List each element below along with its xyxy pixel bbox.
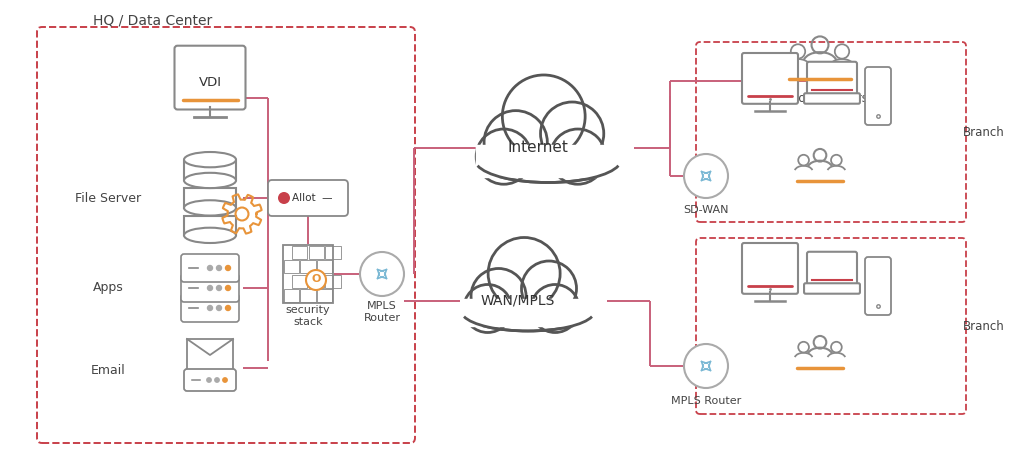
- Bar: [300, 260, 315, 273]
- FancyBboxPatch shape: [865, 257, 891, 315]
- Circle shape: [360, 252, 404, 296]
- Circle shape: [471, 268, 526, 323]
- Circle shape: [484, 110, 547, 174]
- Circle shape: [225, 286, 230, 290]
- Text: Remote workers: Remote workers: [772, 91, 868, 104]
- FancyBboxPatch shape: [865, 67, 891, 125]
- Text: MPLS Router: MPLS Router: [671, 396, 741, 406]
- Text: Apps: Apps: [92, 281, 123, 295]
- Ellipse shape: [184, 200, 236, 216]
- Circle shape: [541, 102, 604, 165]
- Bar: [187, 339, 233, 371]
- Circle shape: [208, 306, 213, 310]
- Text: O: O: [311, 274, 321, 284]
- Text: File Server: File Server: [75, 192, 141, 205]
- Bar: [184, 216, 236, 235]
- Bar: [317, 289, 332, 302]
- FancyBboxPatch shape: [742, 243, 798, 294]
- FancyBboxPatch shape: [181, 294, 239, 322]
- Circle shape: [216, 266, 221, 270]
- FancyBboxPatch shape: [807, 252, 857, 287]
- Circle shape: [521, 261, 577, 316]
- Text: SD-WAN: SD-WAN: [683, 205, 729, 215]
- Circle shape: [684, 154, 728, 198]
- Circle shape: [215, 378, 219, 382]
- Bar: [476, 146, 621, 184]
- Bar: [462, 299, 594, 326]
- Circle shape: [278, 192, 290, 204]
- Ellipse shape: [184, 152, 236, 167]
- Circle shape: [225, 266, 230, 270]
- Ellipse shape: [184, 228, 236, 243]
- Bar: [326, 246, 341, 259]
- Circle shape: [464, 285, 512, 333]
- Bar: [284, 260, 299, 273]
- FancyBboxPatch shape: [742, 53, 798, 104]
- FancyBboxPatch shape: [804, 283, 860, 294]
- Circle shape: [684, 344, 728, 388]
- Circle shape: [208, 266, 213, 270]
- Bar: [184, 188, 236, 208]
- Text: Internet: Internet: [508, 141, 568, 156]
- Bar: [309, 246, 324, 259]
- Bar: [284, 289, 299, 302]
- Circle shape: [550, 129, 605, 184]
- Text: WAN/MPLS: WAN/MPLS: [481, 294, 555, 308]
- Circle shape: [225, 306, 230, 310]
- Text: Allot  —: Allot —: [292, 193, 332, 203]
- Text: Branch: Branch: [964, 320, 1005, 333]
- FancyBboxPatch shape: [174, 46, 246, 110]
- Bar: [300, 289, 315, 302]
- Text: Branch: Branch: [964, 125, 1005, 138]
- Bar: [326, 275, 341, 288]
- Circle shape: [476, 129, 531, 184]
- Text: VDI: VDI: [199, 76, 221, 89]
- FancyBboxPatch shape: [181, 254, 239, 282]
- FancyBboxPatch shape: [184, 369, 236, 391]
- Circle shape: [306, 270, 326, 290]
- Text: security
stack: security stack: [286, 305, 331, 327]
- Circle shape: [503, 75, 585, 158]
- Circle shape: [216, 286, 221, 290]
- Circle shape: [223, 378, 227, 382]
- Text: MPLS
Router: MPLS Router: [364, 301, 400, 323]
- Bar: [292, 275, 307, 288]
- Circle shape: [531, 285, 580, 333]
- Bar: [462, 300, 594, 332]
- FancyBboxPatch shape: [807, 62, 857, 97]
- Circle shape: [207, 378, 211, 382]
- Bar: [309, 275, 324, 288]
- FancyBboxPatch shape: [181, 274, 239, 302]
- Bar: [283, 245, 333, 303]
- Text: Email: Email: [91, 364, 125, 377]
- Ellipse shape: [184, 173, 236, 188]
- Circle shape: [216, 306, 221, 310]
- Circle shape: [208, 286, 213, 290]
- Circle shape: [488, 238, 560, 309]
- FancyBboxPatch shape: [804, 93, 860, 104]
- Bar: [317, 260, 332, 273]
- Bar: [184, 161, 236, 180]
- Text: HQ / Data Center: HQ / Data Center: [93, 14, 213, 28]
- Bar: [476, 145, 621, 177]
- FancyBboxPatch shape: [268, 180, 348, 216]
- Bar: [292, 246, 307, 259]
